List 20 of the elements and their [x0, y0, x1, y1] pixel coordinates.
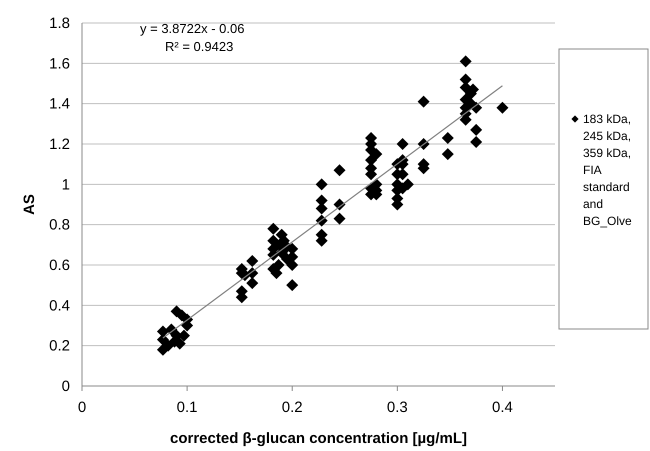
x-tick-label: 0.4	[492, 399, 513, 416]
x-tick-label: 0.1	[176, 399, 198, 416]
y-tick-label: 0.4	[49, 297, 70, 314]
x-tick-label: 0.3	[386, 399, 408, 416]
legend-label: 183 kDa, 245 kDa, 359 kDa, FIA standard and BG_Olve	[583, 112, 632, 228]
y-tick-label: 1.4	[49, 96, 70, 113]
y-tick-label: 1.2	[49, 136, 70, 153]
y-tick-label: 0.6	[49, 257, 70, 274]
y-tick-label: 0.2	[49, 338, 70, 355]
y-tick-label: 0	[62, 378, 70, 395]
y-tick-label: 1.8	[49, 15, 70, 32]
y-tick-label: 0.8	[49, 216, 70, 234]
x-axis-title: corrected β-glucan concentration [µg/mL]	[170, 430, 467, 447]
y-tick-label: 1	[62, 176, 70, 194]
annotation: y = 3.8722x - 0.06	[140, 21, 244, 36]
x-tick-label: 0	[78, 399, 86, 416]
y-axis-title: AS	[21, 194, 38, 215]
x-tick-label: 0.2	[282, 399, 303, 416]
annotation: R² = 0.9423	[165, 39, 234, 54]
y-tick-label: 1.6	[49, 55, 70, 72]
